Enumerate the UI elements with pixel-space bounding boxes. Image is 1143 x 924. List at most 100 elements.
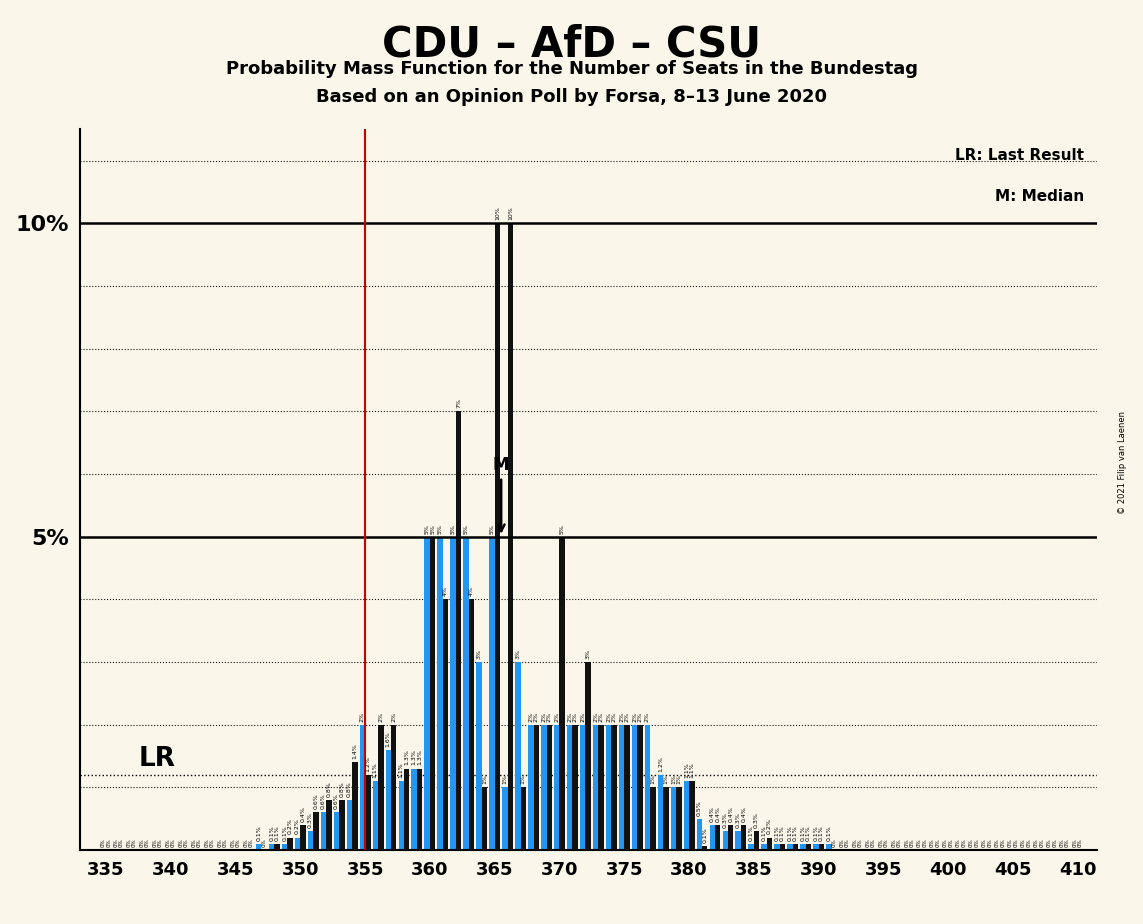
Text: 1.1%: 1.1% (684, 762, 689, 778)
Bar (793, 844, 798, 850)
Text: 1.6%: 1.6% (386, 731, 391, 747)
Bar (780, 844, 785, 850)
Text: Based on an Opinion Poll by Forsa, 8–13 June 2020: Based on an Opinion Poll by Forsa, 8–13 … (315, 88, 828, 105)
Bar (585, 663, 591, 850)
Bar (567, 724, 573, 850)
Text: 0%: 0% (1033, 838, 1039, 847)
Bar (767, 837, 773, 850)
Text: 0%: 0% (1060, 838, 1064, 847)
Text: 0%: 0% (878, 838, 884, 847)
Bar (507, 224, 513, 850)
Text: 0%: 0% (1026, 838, 1031, 847)
Text: 0.1%: 0.1% (274, 825, 280, 841)
Bar (274, 844, 280, 850)
Text: 5%: 5% (450, 524, 456, 533)
Text: 0%: 0% (910, 838, 914, 847)
Text: 0.3%: 0.3% (309, 812, 313, 828)
Text: M: Median: M: Median (996, 188, 1085, 204)
Text: CDU – AfD – CSU: CDU – AfD – CSU (382, 23, 761, 65)
Text: 0%: 0% (191, 838, 197, 847)
Text: 0.1%: 0.1% (818, 825, 824, 841)
Text: 5%: 5% (425, 524, 430, 533)
Text: 0.4%: 0.4% (710, 806, 714, 821)
Bar (710, 825, 716, 850)
Text: LR: Last Result: LR: Last Result (956, 148, 1085, 164)
Text: 1.3%: 1.3% (405, 749, 409, 765)
Text: 1.3%: 1.3% (411, 749, 417, 765)
Bar (806, 844, 812, 850)
Text: 5%: 5% (464, 524, 469, 533)
Bar (520, 787, 526, 850)
Text: 0.6%: 0.6% (321, 794, 326, 809)
Text: 0.1%: 0.1% (749, 825, 753, 841)
Bar (580, 724, 585, 850)
Bar (696, 819, 702, 850)
Bar (689, 781, 695, 850)
Text: 2%: 2% (391, 711, 397, 722)
Bar (606, 724, 612, 850)
Bar (638, 724, 642, 850)
Text: 0.1%: 0.1% (780, 825, 785, 841)
Text: 2%: 2% (620, 711, 624, 722)
Text: 0%: 0% (853, 838, 857, 847)
Bar (339, 800, 345, 850)
Bar (826, 844, 832, 850)
Text: 2%: 2% (534, 711, 538, 722)
Text: 0.4%: 0.4% (728, 806, 733, 821)
Bar (352, 762, 358, 850)
Text: 0.1%: 0.1% (788, 825, 792, 841)
Text: 0%: 0% (158, 838, 163, 847)
Text: 1%: 1% (677, 774, 681, 784)
Text: 0%: 0% (1053, 838, 1057, 847)
Text: 2%: 2% (599, 711, 604, 722)
Bar (295, 837, 301, 850)
Text: 0%: 0% (832, 838, 837, 847)
Bar (624, 724, 630, 850)
Text: 0.1%: 0.1% (806, 825, 810, 841)
Bar (450, 537, 456, 850)
Text: 3%: 3% (515, 649, 520, 659)
Bar (489, 537, 495, 850)
Text: 0%: 0% (139, 838, 144, 847)
Text: 0%: 0% (904, 838, 909, 847)
Bar (502, 787, 507, 850)
Text: 0%: 0% (197, 838, 202, 847)
Text: 0%: 0% (839, 838, 845, 847)
Text: 0.8%: 0.8% (327, 781, 331, 796)
Text: 1%: 1% (650, 774, 655, 784)
Bar (554, 724, 559, 850)
Text: 0.2%: 0.2% (767, 819, 772, 834)
Bar (463, 537, 469, 850)
Text: 0%: 0% (106, 838, 111, 847)
Bar (346, 800, 352, 850)
Bar (813, 844, 818, 850)
Text: 0%: 0% (262, 838, 266, 847)
Bar (403, 769, 409, 850)
Text: 3%: 3% (477, 649, 481, 659)
Text: 0%: 0% (171, 838, 176, 847)
Text: 2%: 2% (378, 711, 383, 722)
Bar (774, 844, 780, 850)
Text: 0%: 0% (943, 838, 948, 847)
Text: 2%: 2% (567, 711, 573, 722)
Text: 0%: 0% (1000, 838, 1006, 847)
Text: 0%: 0% (994, 838, 1000, 847)
Text: 0.1%: 0.1% (269, 825, 274, 841)
Bar (442, 600, 448, 850)
Bar (378, 724, 384, 850)
Bar (282, 844, 287, 850)
Text: 0%: 0% (1013, 838, 1018, 847)
Bar (469, 600, 474, 850)
Text: 4%: 4% (443, 586, 448, 596)
Text: 2%: 2% (542, 711, 546, 722)
Text: 2%: 2% (606, 711, 612, 722)
Bar (301, 825, 306, 850)
Text: 0%: 0% (949, 838, 953, 847)
Bar (735, 832, 741, 850)
Bar (671, 787, 677, 850)
Text: 0.1%: 0.1% (761, 825, 767, 841)
Text: 5%: 5% (430, 524, 435, 533)
Bar (360, 724, 365, 850)
Text: 0%: 0% (961, 838, 967, 847)
Text: 1%: 1% (663, 774, 669, 784)
